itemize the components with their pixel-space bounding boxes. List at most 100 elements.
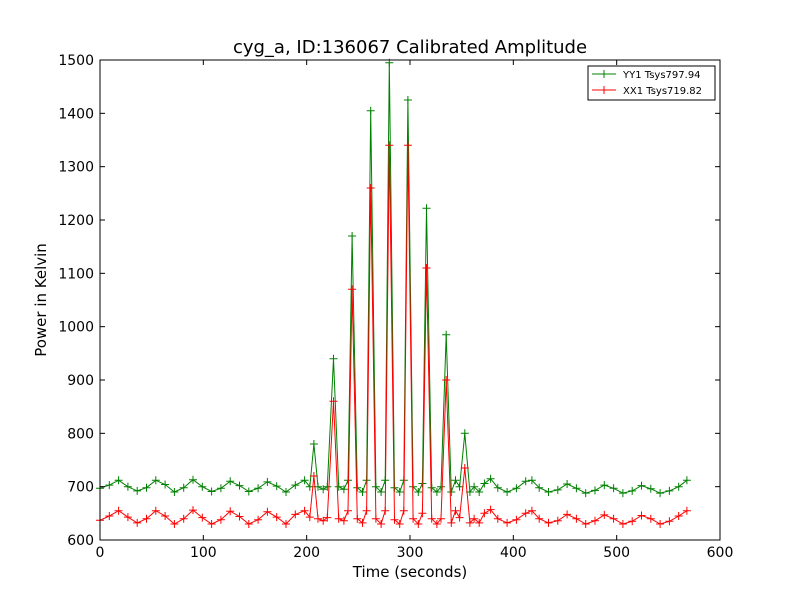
data-point xyxy=(432,520,441,528)
data-point xyxy=(503,518,512,527)
data-point xyxy=(395,520,404,528)
data-point xyxy=(437,482,445,491)
data-point xyxy=(591,516,599,525)
data-point xyxy=(486,505,495,514)
data-point xyxy=(390,515,399,524)
y-tick-label: 600 xyxy=(67,533,94,549)
data-point xyxy=(272,513,281,522)
data-point xyxy=(475,518,484,527)
data-point xyxy=(244,487,253,496)
legend: YY1 Tsys797.94 XX1 Tsys719.82 xyxy=(587,65,716,101)
data-point xyxy=(344,506,352,515)
data-point xyxy=(475,488,484,496)
data-point xyxy=(151,506,160,515)
data-point xyxy=(353,483,362,492)
data-point xyxy=(362,506,371,515)
data-point xyxy=(339,516,348,525)
data-point xyxy=(470,482,479,491)
data-point xyxy=(334,482,343,491)
ticks-layer: 0 100 200 300 400 500 600 600 700 800 900 1000 1100 1… xyxy=(58,53,733,561)
data-point xyxy=(437,514,445,523)
data-point xyxy=(170,520,179,528)
data-point xyxy=(161,512,170,520)
data-point xyxy=(319,516,328,525)
data-point xyxy=(282,488,290,496)
data-point xyxy=(442,330,451,339)
data-point xyxy=(451,506,460,515)
data-point xyxy=(646,514,655,523)
data-point xyxy=(455,482,464,491)
data-point xyxy=(133,486,142,495)
data-point xyxy=(377,488,386,496)
data-point xyxy=(161,480,170,489)
data-point xyxy=(142,483,151,492)
data-point xyxy=(198,482,207,491)
legend-marker-xx1 xyxy=(600,86,608,94)
data-point xyxy=(682,506,691,515)
data-point xyxy=(142,514,151,523)
legend-marker-yy1 xyxy=(600,70,608,78)
y-tick-label: 900 xyxy=(67,373,94,389)
data-point xyxy=(179,483,188,492)
data-point xyxy=(544,518,553,527)
y-tick-label: 700 xyxy=(67,480,94,496)
data-point xyxy=(151,476,160,485)
data-point xyxy=(628,517,637,526)
legend-entry-xx1: XX1 Tsys719.82 xyxy=(592,86,702,97)
data-point xyxy=(609,484,618,493)
data-point xyxy=(493,483,502,492)
data-point xyxy=(339,485,348,494)
data-point xyxy=(637,481,646,490)
data-point xyxy=(403,141,412,150)
data-point xyxy=(581,489,590,498)
x-tick-label: 100 xyxy=(190,545,217,561)
data-point xyxy=(600,510,609,519)
data-point xyxy=(544,488,553,496)
data-point xyxy=(309,472,318,480)
data-point xyxy=(358,488,367,496)
y-tick-label: 1400 xyxy=(58,106,94,122)
x-tick-label: 600 xyxy=(707,545,734,561)
y-tick-label: 1500 xyxy=(58,53,94,69)
data-point xyxy=(465,518,474,527)
data-point xyxy=(521,477,530,486)
data-point xyxy=(114,506,123,515)
data-point xyxy=(272,482,281,491)
data-point xyxy=(282,520,290,528)
data-point xyxy=(329,397,338,406)
legend-label-xx1: XX1 Tsys719.82 xyxy=(623,86,702,97)
data-point xyxy=(503,488,512,496)
data-point xyxy=(521,509,530,518)
data-point xyxy=(353,514,362,523)
data-point xyxy=(323,513,332,522)
data-point xyxy=(553,516,562,525)
data-point xyxy=(427,514,436,523)
y-tick-label: 800 xyxy=(67,426,94,442)
data-point xyxy=(414,520,423,528)
data-point xyxy=(422,264,431,272)
data-point xyxy=(235,512,244,521)
data-point xyxy=(366,184,375,192)
data-point xyxy=(244,520,253,528)
data-point xyxy=(427,483,436,492)
data-point xyxy=(553,485,562,494)
y-tick-label: 1100 xyxy=(58,266,94,282)
data-point xyxy=(226,507,235,516)
series-line xyxy=(99,145,688,525)
data-point xyxy=(235,481,244,490)
data-point xyxy=(674,482,683,491)
data-point xyxy=(323,482,332,491)
data-point xyxy=(314,514,322,523)
data-point xyxy=(600,481,609,490)
series-xx1 xyxy=(96,141,691,528)
series-line xyxy=(99,62,688,494)
data-point xyxy=(646,484,655,493)
data-point xyxy=(591,486,599,495)
data-point xyxy=(133,518,142,527)
data-point xyxy=(422,204,431,213)
data-point xyxy=(207,487,216,496)
data-point xyxy=(442,376,451,384)
data-point xyxy=(447,518,456,527)
data-point xyxy=(414,488,423,496)
data-point xyxy=(114,476,123,485)
